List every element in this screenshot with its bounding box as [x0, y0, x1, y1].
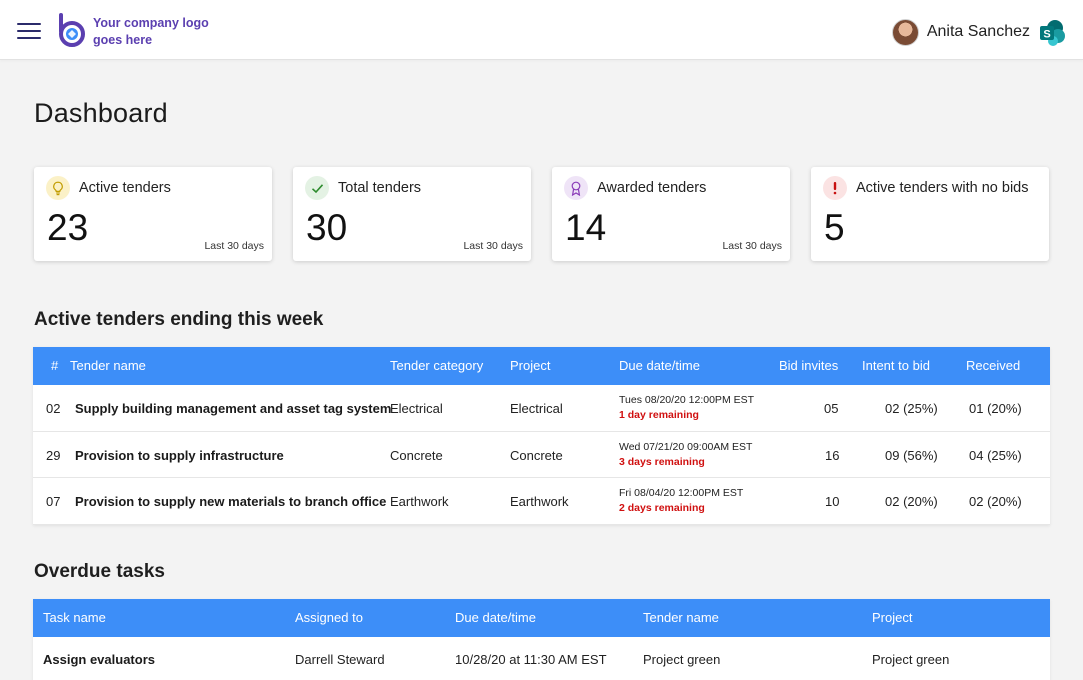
ribbon-icon	[564, 176, 588, 200]
section-title-overdue-tasks: Overdue tasks	[34, 561, 165, 582]
due-datetime: Fri 08/04/20 12:00PM EST	[619, 487, 744, 499]
project: Earthwork	[510, 494, 569, 509]
due-datetime: Wed 07/21/20 09:00AM EST	[619, 440, 753, 453]
lightbulb-icon	[46, 176, 70, 200]
project: Concrete	[510, 447, 563, 463]
avatar[interactable]	[891, 18, 919, 46]
received: 02 (20%)	[969, 494, 1022, 509]
card-value: 5	[824, 207, 845, 248]
card-period: Last 30 days	[204, 240, 264, 252]
due-date: Tues 08/20/20 12:00PM EST 1 day remainin…	[619, 394, 754, 421]
column-header[interactable]: #	[51, 358, 59, 373]
column-header[interactable]: Tender category	[390, 358, 484, 373]
hamburger-menu-icon[interactable]	[17, 21, 41, 40]
column-header[interactable]: Tender name	[70, 358, 146, 373]
tender-name-link[interactable]: Provision to supply infrastructure	[75, 447, 284, 463]
row-number: 02	[46, 401, 61, 416]
column-header[interactable]: Received	[966, 358, 1021, 373]
table-row[interactable]: 07 Provision to supply new materials to …	[33, 478, 1050, 525]
received: 04 (25%)	[969, 447, 1022, 463]
user-name[interactable]: Anita Sanchez	[926, 23, 1030, 40]
column-header[interactable]: Assigned to	[295, 610, 363, 625]
card-label: Active tenders	[79, 180, 171, 196]
column-header[interactable]: Project	[510, 358, 551, 373]
section-title-active-tenders: Active tenders ending this week	[34, 309, 324, 330]
overdue-tasks-table: Task name Assigned to Due date/time Tend…	[33, 599, 1050, 680]
card-value: 23	[47, 207, 89, 248]
received: 01 (20%)	[969, 401, 1022, 416]
top-bar: Your company logo goes here Anita Sanche…	[0, 0, 1083, 60]
due-date: Fri 08/04/20 12:00PM EST 2 days remainin…	[619, 487, 743, 514]
card-period: Last 30 days	[722, 240, 782, 252]
intent-to-bid: 02 (25%)	[885, 401, 938, 416]
exclamation-icon	[823, 176, 847, 200]
page-title: Dashboard	[34, 98, 168, 128]
column-header[interactable]: Intent to bid	[862, 358, 930, 373]
active-tenders-table: # Tender name Tender category Project Du…	[33, 347, 1050, 525]
due-date: Wed 07/21/20 09:00AM EST 3 days remainin…	[619, 441, 752, 468]
assigned-to: Darrell Steward	[295, 652, 385, 667]
card-value: 30	[306, 207, 348, 248]
table-header: # Tender name Tender category Project Du…	[33, 347, 1050, 385]
sharepoint-icon[interactable]: S	[1039, 19, 1066, 46]
bid-invites: 05	[824, 401, 839, 416]
column-header[interactable]: Tender name	[643, 610, 719, 625]
card-total-tenders[interactable]: Total tenders 30 Last 30 days	[293, 167, 531, 261]
card-active-tenders[interactable]: Active tenders 23 Last 30 days	[34, 167, 272, 261]
check-icon	[305, 176, 329, 200]
card-value: 14	[565, 207, 607, 248]
row-number: 07	[46, 494, 61, 509]
svg-text:S: S	[1043, 28, 1050, 40]
card-label: Total tenders	[338, 180, 422, 196]
company-logo-icon	[59, 13, 85, 47]
column-header[interactable]: Due date/time	[619, 358, 700, 373]
company-logo-text: Your company logo goes here	[93, 16, 209, 47]
tender-category: Electrical	[390, 401, 443, 416]
card-period: Last 30 days	[463, 240, 523, 252]
due-datetime: 10/28/20 at 11:30 AM EST	[455, 652, 607, 667]
time-remaining: 3 days remaining	[619, 455, 705, 468]
card-label: Active tenders with no bids	[856, 180, 1029, 196]
project: Project green	[872, 652, 950, 667]
table-row[interactable]: 02 Supply building management and asset …	[33, 385, 1050, 432]
bid-invites: 10	[825, 494, 840, 509]
due-datetime: Tues 08/20/20 12:00PM EST	[619, 394, 755, 406]
project: Electrical	[510, 401, 563, 416]
table-header: Task name Assigned to Due date/time Tend…	[33, 599, 1050, 637]
column-header[interactable]: Task name	[43, 610, 106, 625]
tender-category: Earthwork	[390, 494, 449, 509]
card-no-bids[interactable]: Active tenders with no bids 5	[811, 167, 1049, 261]
bid-invites: 16	[825, 447, 840, 463]
intent-to-bid: 02 (20%)	[885, 494, 938, 509]
table-row[interactable]: Assign evaluators Darrell Steward 10/28/…	[33, 637, 1050, 680]
time-remaining: 1 day remaining	[619, 409, 699, 421]
task-name-link[interactable]: Assign evaluators	[43, 652, 155, 667]
table-row[interactable]: 29 Provision to supply infrastructure Co…	[33, 432, 1050, 478]
tender-category: Concrete	[390, 447, 443, 463]
tender-name-link[interactable]: Provision to supply new materials to bra…	[75, 494, 387, 509]
column-header[interactable]: Project	[872, 610, 913, 625]
time-remaining: 2 days remaining	[619, 502, 705, 514]
row-number: 29	[46, 447, 61, 463]
card-label: Awarded tenders	[597, 180, 707, 196]
user-profile[interactable]: Anita Sanchez S	[891, 17, 1066, 47]
column-header[interactable]: Bid invites	[779, 358, 839, 373]
column-header[interactable]: Due date/time	[455, 610, 536, 625]
tender-name: Project green	[643, 652, 721, 667]
card-awarded-tenders[interactable]: Awarded tenders 14 Last 30 days	[552, 167, 790, 261]
intent-to-bid: 09 (56%)	[885, 447, 938, 463]
tender-name-link[interactable]: Supply building management and asset tag…	[75, 401, 392, 416]
